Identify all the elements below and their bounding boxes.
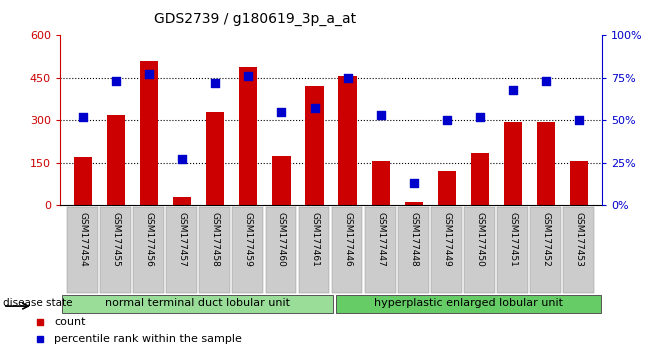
FancyBboxPatch shape: [497, 207, 528, 293]
Bar: [471, 153, 489, 205]
Bar: [405, 202, 422, 205]
Text: GSM177449: GSM177449: [442, 212, 451, 267]
Bar: [240, 67, 257, 205]
FancyBboxPatch shape: [133, 207, 164, 293]
Bar: [305, 86, 324, 205]
Bar: [504, 122, 522, 205]
Point: [475, 114, 485, 120]
Bar: [173, 197, 191, 205]
Point: [574, 118, 584, 123]
Text: GSM177458: GSM177458: [211, 212, 220, 267]
Text: normal terminal duct lobular unit: normal terminal duct lobular unit: [105, 298, 290, 308]
Point: [78, 114, 89, 120]
Bar: [272, 156, 290, 205]
FancyBboxPatch shape: [232, 207, 263, 293]
Text: hyperplastic enlarged lobular unit: hyperplastic enlarged lobular unit: [374, 298, 562, 308]
Text: GSM177457: GSM177457: [178, 212, 187, 267]
FancyBboxPatch shape: [100, 207, 131, 293]
Bar: [74, 157, 92, 205]
FancyBboxPatch shape: [530, 207, 561, 293]
Bar: [437, 171, 456, 205]
Bar: [570, 161, 588, 205]
FancyBboxPatch shape: [299, 207, 329, 293]
FancyBboxPatch shape: [365, 207, 396, 293]
Text: GSM177459: GSM177459: [244, 212, 253, 267]
Point: [342, 75, 353, 81]
Point: [408, 181, 419, 186]
Text: GSM177453: GSM177453: [575, 212, 583, 267]
FancyBboxPatch shape: [67, 207, 98, 293]
FancyBboxPatch shape: [167, 207, 197, 293]
FancyBboxPatch shape: [332, 207, 363, 293]
Text: GSM177461: GSM177461: [310, 212, 319, 267]
Text: count: count: [54, 318, 85, 327]
Text: GSM177446: GSM177446: [343, 212, 352, 267]
FancyBboxPatch shape: [431, 207, 462, 293]
Text: GSM177450: GSM177450: [475, 212, 484, 267]
FancyBboxPatch shape: [398, 207, 428, 293]
FancyBboxPatch shape: [336, 295, 600, 313]
Text: GSM177454: GSM177454: [79, 212, 87, 267]
Point: [177, 156, 187, 162]
Text: GSM177451: GSM177451: [508, 212, 518, 267]
Text: GSM177448: GSM177448: [409, 212, 418, 267]
Text: GSM177456: GSM177456: [145, 212, 154, 267]
Point: [243, 73, 254, 79]
Text: percentile rank within the sample: percentile rank within the sample: [54, 335, 242, 344]
Text: GSM177452: GSM177452: [542, 212, 551, 267]
Point: [111, 79, 121, 84]
Bar: [372, 161, 390, 205]
Text: GSM177447: GSM177447: [376, 212, 385, 267]
FancyBboxPatch shape: [62, 295, 333, 313]
Point: [541, 79, 551, 84]
Bar: [537, 122, 555, 205]
Bar: [339, 76, 357, 205]
Point: [210, 80, 221, 86]
Point: [508, 87, 518, 93]
FancyBboxPatch shape: [563, 207, 594, 293]
Point: [309, 105, 320, 111]
Bar: [140, 61, 158, 205]
Point: [276, 109, 286, 115]
Point: [144, 72, 154, 77]
Point: [376, 113, 386, 118]
Text: GDS2739 / g180619_3p_a_at: GDS2739 / g180619_3p_a_at: [154, 12, 356, 27]
FancyBboxPatch shape: [464, 207, 495, 293]
Text: GSM177455: GSM177455: [111, 212, 120, 267]
Bar: [107, 115, 125, 205]
FancyBboxPatch shape: [266, 207, 296, 293]
Point: [441, 118, 452, 123]
Bar: [206, 112, 225, 205]
Text: GSM177460: GSM177460: [277, 212, 286, 267]
FancyBboxPatch shape: [199, 207, 230, 293]
Text: disease state: disease state: [3, 298, 72, 308]
